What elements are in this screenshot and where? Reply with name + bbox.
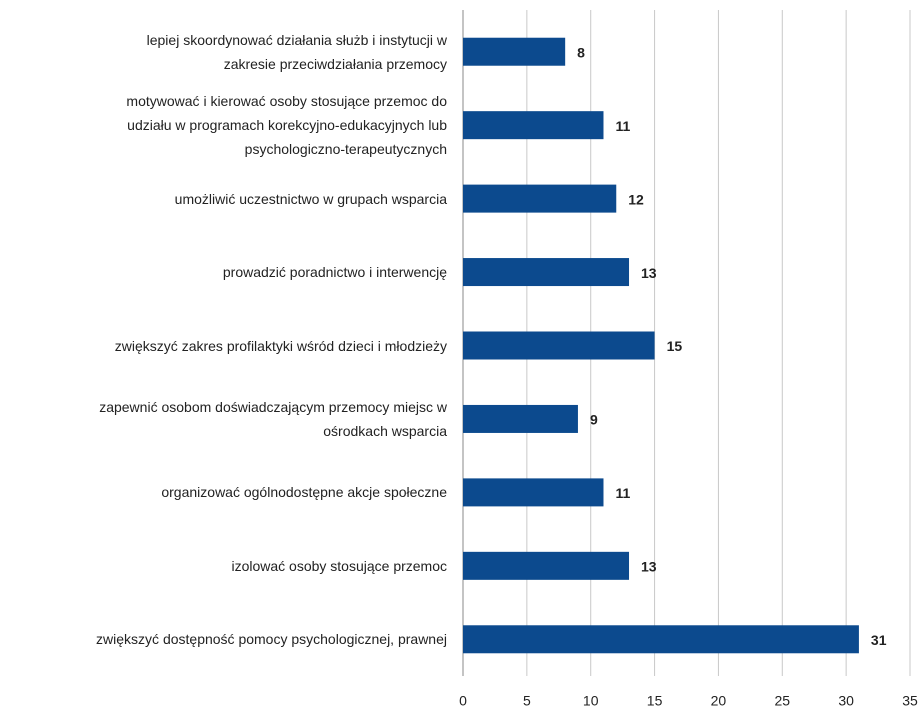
data-label: 13 bbox=[641, 265, 657, 281]
bar bbox=[463, 184, 617, 213]
category-label: organizować ogólnodostępne akcje społecz… bbox=[161, 484, 447, 501]
x-tick-label: 35 bbox=[902, 693, 918, 709]
category-label: izolować osoby stosujące przemoc bbox=[231, 557, 447, 574]
data-label: 15 bbox=[667, 338, 683, 354]
data-label: 13 bbox=[641, 559, 657, 575]
category-label: zwiększyć zakres profilaktyki wśród dzie… bbox=[114, 337, 447, 354]
bar bbox=[463, 478, 604, 507]
data-label: 11 bbox=[615, 118, 630, 134]
bar bbox=[463, 111, 604, 140]
bar bbox=[463, 404, 578, 433]
category-label: lepiej skoordynować działania służb i in… bbox=[146, 31, 447, 72]
x-tick-label: 20 bbox=[711, 693, 727, 709]
data-label: 12 bbox=[628, 191, 644, 207]
bar bbox=[463, 625, 859, 654]
x-tick-label: 0 bbox=[459, 693, 467, 709]
x-tick-label: 10 bbox=[583, 693, 599, 709]
category-label: motywować i kierować osoby stosujące prz… bbox=[126, 93, 447, 158]
bar bbox=[463, 551, 630, 580]
category-label: umożliwić uczestnictwo w grupach wsparci… bbox=[174, 190, 447, 207]
data-label: 9 bbox=[590, 412, 598, 428]
data-label: 31 bbox=[871, 632, 887, 648]
category-label: zwiększyć dostępność pomocy psychologicz… bbox=[96, 631, 447, 648]
bar bbox=[463, 331, 655, 360]
x-tick-label: 5 bbox=[523, 693, 531, 709]
category-label: prowadzić poradnictwo i interwencję bbox=[222, 264, 447, 281]
x-tick-label: 25 bbox=[774, 693, 790, 709]
bar bbox=[463, 37, 566, 66]
data-label: 8 bbox=[577, 44, 585, 60]
bar bbox=[463, 258, 630, 287]
data-label: 11 bbox=[615, 485, 630, 501]
category-label: zapewnić osobom doświadczającym przemocy… bbox=[99, 398, 447, 439]
x-tick-label: 30 bbox=[838, 693, 854, 709]
x-tick-label: 15 bbox=[647, 693, 663, 709]
